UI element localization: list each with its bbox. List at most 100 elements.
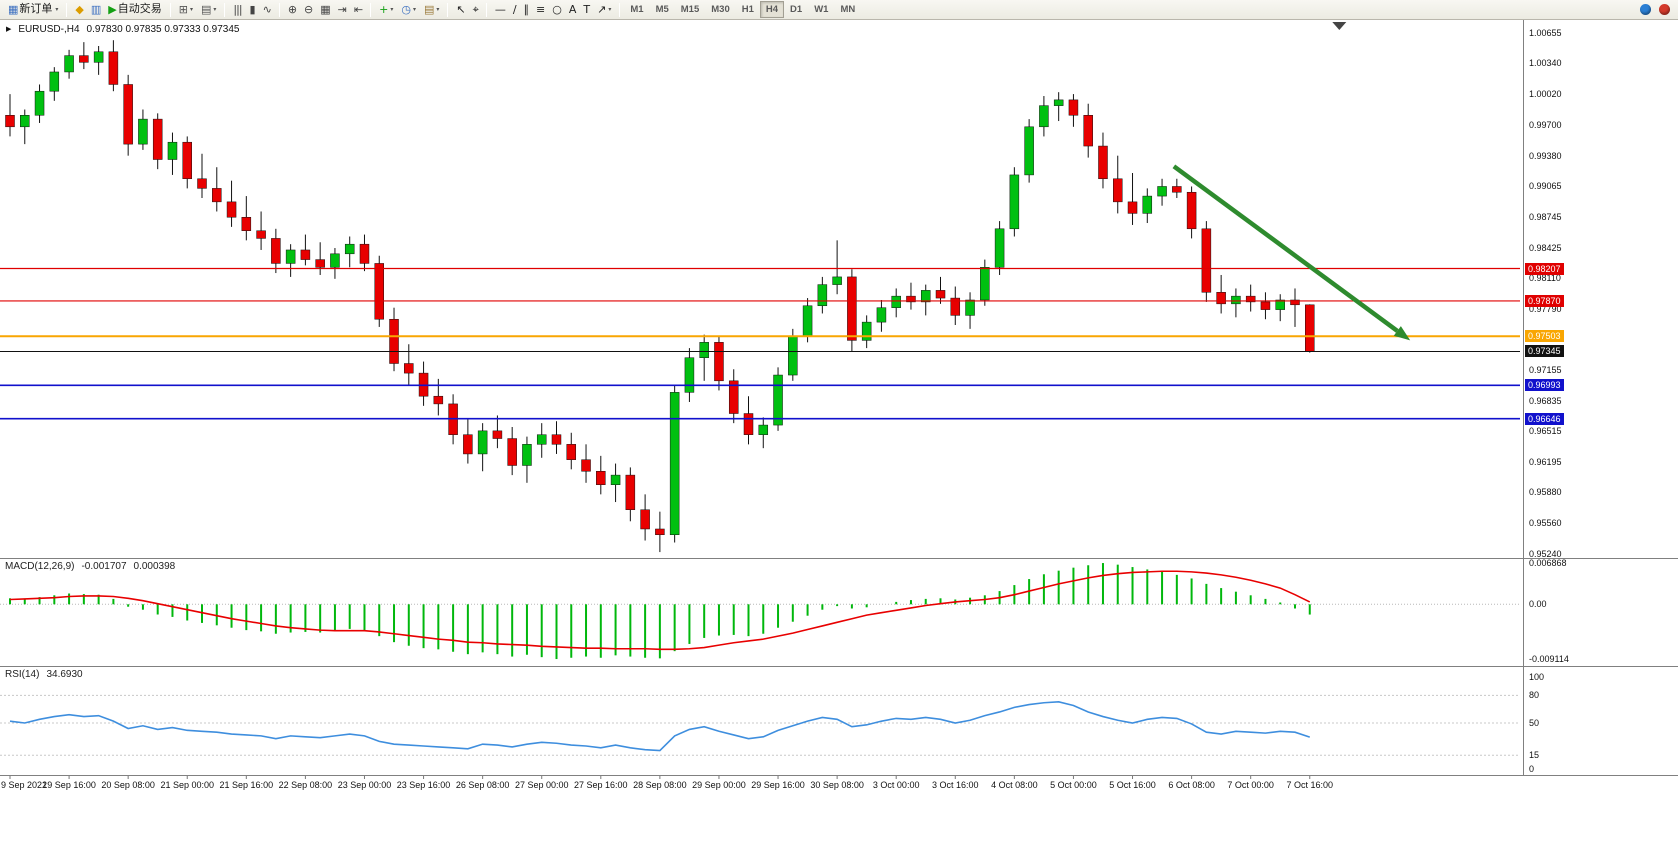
candle [123, 74, 133, 156]
pane-separator[interactable] [0, 775, 1678, 776]
horizontal-line-button[interactable]: — [491, 1, 509, 18]
timeframe-h4-button[interactable]: H4 [759, 1, 785, 18]
trend-arrow[interactable] [1172, 164, 1411, 341]
candle [640, 494, 650, 541]
text-button[interactable]: A [565, 1, 580, 18]
label-button[interactable]: T [579, 1, 593, 18]
price-badge: 0.97503 [1525, 330, 1564, 343]
macd-value: -0.001707 [81, 561, 127, 572]
zoom-out-icon: ⊖ [304, 3, 313, 16]
time-axis-label: 9 Sep 2022 [1, 780, 47, 790]
rsi-axis-label: 0 [1529, 764, 1535, 774]
timeframe-d1-button[interactable]: D1 [784, 1, 808, 18]
crosshair-icon: ⌖ [472, 3, 479, 16]
candle [300, 234, 311, 266]
text-icon: A [568, 3, 576, 16]
autotrading-button[interactable]: ▶ 自动交易 [104, 1, 165, 18]
price-axis-label: 0.95880 [1529, 487, 1562, 498]
timeframe-m30-button[interactable]: M30 [705, 1, 735, 18]
arrows-icon: ↗ [597, 3, 606, 16]
crosshair-button[interactable]: ⌖ [469, 1, 482, 18]
trendline-button[interactable]: ∕ [509, 1, 520, 18]
line-chart-button[interactable]: ∿ [259, 1, 275, 18]
chart-shift-marker [1332, 22, 1347, 30]
timeframe-m1-button[interactable]: M1 [624, 1, 649, 18]
candle [271, 228, 281, 274]
templates-button[interactable]: ▤ ▾ [420, 1, 443, 18]
toolbar-separator [224, 2, 226, 17]
timeframe-m15-button[interactable]: M15 [675, 1, 705, 18]
price-axis-label: 0.99380 [1529, 150, 1562, 161]
macd-signal-value: 0.000398 [133, 561, 176, 572]
candle [138, 109, 148, 150]
one-click-trading-icon[interactable]: ▶ [6, 25, 12, 33]
candle [182, 136, 192, 189]
fibonacci-button[interactable]: ≡ [532, 1, 548, 18]
symbol-info: ▶ EURUSD-,H4 0.97830 0.97835 0.97333 0.9… [6, 24, 239, 35]
channel-button[interactable]: ∥ [520, 1, 533, 18]
arrows-button[interactable]: ↗ ▾ [593, 1, 615, 18]
candle [920, 284, 931, 316]
candle [1053, 92, 1064, 122]
chart-shift-button[interactable]: ⇤ [350, 1, 366, 18]
alerts-button[interactable] [1655, 1, 1674, 18]
pane-separator[interactable] [0, 666, 1678, 667]
timeframe-h4-button-label: H4 [765, 4, 779, 15]
cursor-icon: ↖ [456, 3, 465, 16]
shapes-button[interactable]: ○ [548, 1, 565, 18]
chart-shift-icon: ⇤ [353, 3, 363, 16]
zoom-out-button[interactable]: ⊖ [300, 1, 316, 18]
candle [1290, 288, 1300, 327]
candle [684, 348, 695, 402]
charts-button[interactable]: ▥ [87, 1, 104, 18]
community-button[interactable] [1636, 1, 1655, 18]
profiles-button[interactable]: ▤ ▾ [197, 1, 220, 18]
time-axis-label: 23 Sep 16:00 [397, 780, 451, 790]
candle [285, 244, 296, 277]
market-watch-icon: ◆ [75, 3, 84, 16]
candle [817, 276, 828, 314]
timeframe-m1-button-label: M1 [630, 4, 644, 15]
macd-axis-label: 0.006868 [1529, 558, 1567, 569]
timeframe-w1-button[interactable]: W1 [808, 1, 834, 18]
timeframe-m5-button[interactable]: M5 [650, 1, 675, 18]
autotrading-button-label: 自动交易 [117, 3, 162, 15]
candle [64, 49, 74, 79]
auto-scroll-button[interactable]: ⇥ [334, 1, 350, 18]
timeframe-h1-button[interactable]: H1 [736, 1, 760, 18]
market-watch-button[interactable]: ◆ [71, 1, 86, 18]
indicators-button[interactable]: + ▾ [375, 1, 397, 18]
price-axis[interactable]: 1.00655 1.00340 1.00020 0.99700 0.99380 0.990… [1523, 20, 1678, 776]
candle [212, 167, 222, 212]
price-badge: 0.96993 [1525, 379, 1564, 392]
timeframe-mn-button[interactable]: MN [834, 1, 861, 18]
new-chart-button[interactable]: ⊞ ▾ [175, 1, 197, 18]
candle [536, 423, 547, 458]
auto-scroll-icon: ⇥ [337, 3, 347, 16]
timeframe-w1-button-label: W1 [814, 4, 829, 15]
pane-separator[interactable] [0, 558, 1678, 559]
rsi-axis-label: 50 [1529, 718, 1540, 728]
bar-chart-button[interactable]: ||| [229, 1, 245, 18]
price-axis-label: 0.98745 [1529, 211, 1562, 222]
candle [197, 153, 207, 199]
periods-button[interactable]: ◷ ▾ [397, 1, 420, 18]
time-axis-label: 3 Oct 00:00 [873, 780, 920, 790]
price-axis-label: 0.97790 [1529, 303, 1562, 314]
cursor-button[interactable]: ↖ [452, 1, 468, 18]
zoom-in-button[interactable]: ⊕ [284, 1, 300, 18]
candle [315, 242, 325, 275]
candle [906, 282, 916, 310]
candle-chart-button[interactable]: ▮ [246, 1, 259, 18]
candle [359, 234, 370, 272]
price-axis-label: 0.96515 [1529, 426, 1562, 437]
candle [374, 255, 384, 327]
new-order-button[interactable]: ▦ 新订单 ▾ [4, 1, 62, 18]
price-axis-label: 0.99700 [1529, 119, 1562, 130]
dropdown-arrow-icon: ▾ [55, 7, 59, 13]
candle [1260, 292, 1271, 320]
candle [1157, 178, 1167, 206]
tile-windows-button[interactable]: ▦ [316, 1, 333, 18]
